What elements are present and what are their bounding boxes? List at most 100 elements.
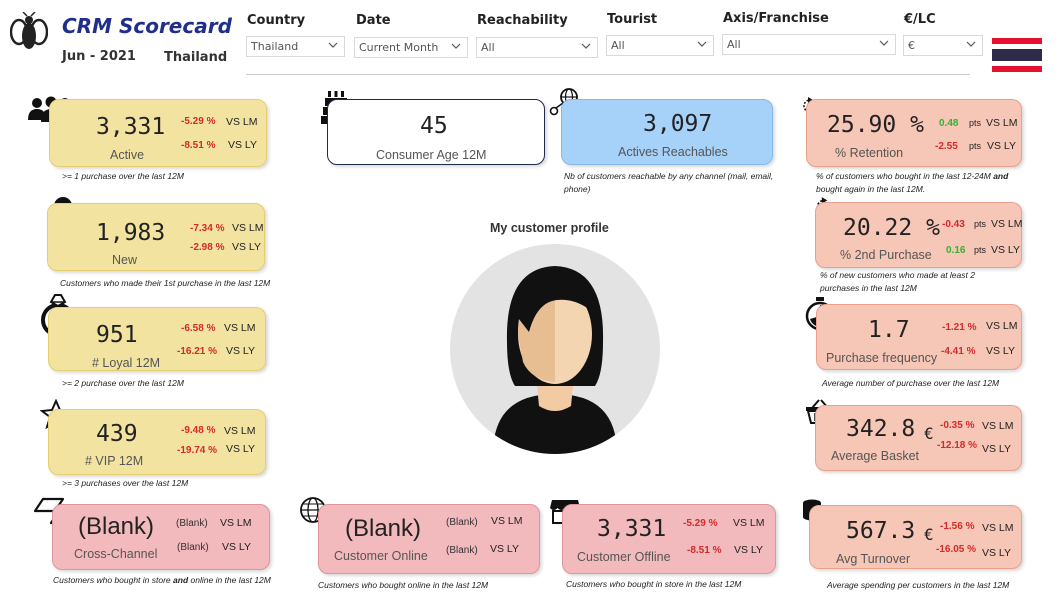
kpi-basket-card	[815, 405, 1022, 471]
kpi-new-value: 1,983	[96, 220, 166, 246]
vs-ly-label: VS LY	[982, 547, 1011, 559]
kpi-reachables-card	[561, 99, 773, 165]
kpi-turnover-lm: -1.56 %	[940, 521, 975, 532]
kpi-reachables-value: 3,097	[643, 111, 713, 137]
filter-tourist-value: All	[611, 39, 625, 52]
kpi-offline-label: Customer Offline	[577, 550, 671, 564]
vs-lm-label: VS LM	[733, 517, 765, 529]
vs-lm-label: VS LM	[986, 117, 1018, 129]
vs-ly-label: VS LY	[226, 443, 255, 455]
kpi-online-ly: (Blank)	[446, 545, 478, 556]
kpi-loyal-value: 951	[96, 322, 138, 348]
kpi-turnover-label: Avg Turnover	[836, 552, 911, 566]
kpi-second-purchase-value: 20.22 %	[843, 215, 940, 241]
kpi-vip-lm: -9.48 %	[181, 425, 216, 436]
app-title: CRM Scorecard	[62, 14, 232, 38]
kpi-active-note: >= 1 purchase over the last 12M	[62, 171, 184, 181]
kpi-new-note: Customers who made their 1st purchase in…	[60, 278, 271, 288]
profile-title: My customer profile	[490, 221, 609, 235]
kpi-basket-value: 342.8	[846, 416, 916, 442]
kpi-offline-ly: -8.51 %	[687, 545, 722, 556]
chevron-down-icon	[328, 42, 338, 48]
kpi-cross-channel-note-pre: Customers who bought in store	[53, 575, 171, 585]
vs-ly-label: VS LY	[228, 139, 257, 151]
pts-label: pts	[969, 141, 982, 151]
filter-date-select[interactable]: Current Month	[354, 37, 468, 58]
currency-symbol: €	[924, 424, 934, 443]
vs-ly-label: VS LY	[986, 345, 1015, 357]
kpi-offline-note: Customers who bought in store in the las…	[566, 579, 742, 589]
pts-label: pts	[969, 118, 982, 128]
kpi-retention-note: % of customers who bought in the last 12…	[816, 170, 1026, 196]
kpi-cross-channel-note-post: online in the last 12M	[190, 575, 271, 585]
kpi-offline-value: 3,331	[597, 516, 667, 542]
kpi-active-card	[49, 99, 267, 167]
kpi-basket-ly: -12.18 %	[937, 440, 978, 451]
pts-label: pts	[974, 245, 987, 255]
filter-country-select[interactable]: Thailand	[246, 36, 345, 57]
kpi-retention-note-pre: % of customers who bought in the last 12…	[816, 171, 991, 181]
vs-ly-label: VS LY	[991, 244, 1020, 256]
pts-label: pts	[974, 219, 987, 229]
kpi-loyal-ly: -16.21 %	[177, 346, 218, 357]
kpi-frequency-note: Average number of purchase over the last…	[822, 378, 1000, 388]
kpi-retention-card	[806, 99, 1022, 167]
kpi-loyal-note: >= 2 purchase over the last 12M	[62, 378, 184, 388]
kpi-loyal-lm: -6.58 %	[181, 323, 216, 334]
kpi-vip-note: >= 3 purchases over the last 12M	[62, 478, 189, 488]
kpi-new-card	[47, 203, 265, 271]
country-label: Thailand	[164, 50, 228, 65]
vs-lm-label: VS LM	[986, 320, 1018, 332]
kpi-basket-lm: -0.35 %	[940, 420, 975, 431]
filter-axis-label: Axis/Franchise	[723, 11, 829, 26]
kpi-cross-channel-ly: (Blank)	[177, 542, 209, 553]
kpi-loyal-card	[48, 307, 266, 371]
kpi-online-note: Customers who bought online in the last …	[318, 580, 489, 590]
kpi-vip-card	[48, 409, 266, 475]
filter-axis-select[interactable]: All	[722, 34, 896, 55]
kpi-retention-lm: 0.48	[939, 118, 959, 129]
kpi-cross-channel-note-bold: and	[173, 575, 189, 585]
kpi-cross-channel-note: Customers who bought in store and online…	[53, 574, 271, 587]
vs-ly-label: VS LY	[232, 241, 261, 253]
vs-ly-label: VS LY	[734, 544, 763, 556]
kpi-frequency-card	[816, 304, 1022, 370]
kpi-retention-label: % Retention	[835, 146, 904, 160]
kpi-new-lm: -7.34 %	[190, 223, 225, 234]
kpi-online-label: Customer Online	[334, 549, 428, 563]
kpi-age-value: 45	[420, 113, 448, 139]
vs-ly-label: VS LY	[987, 140, 1016, 152]
vs-lm-label: VS LM	[220, 517, 252, 529]
kpi-online-lm: (Blank)	[446, 517, 478, 528]
kpi-turnover-value: 567.3	[846, 518, 916, 544]
kpi-vip-value: 439	[96, 421, 138, 447]
chevron-down-icon	[581, 43, 591, 49]
bee-logo-icon	[10, 12, 48, 49]
chevron-down-icon	[451, 43, 461, 49]
currency-symbol: €	[924, 525, 934, 544]
vs-ly-label: VS LY	[222, 541, 251, 553]
filter-currency-select[interactable]: €	[903, 35, 983, 56]
kpi-online-card	[318, 504, 540, 574]
kpi-loyal-label: # Loyal 12M	[92, 356, 161, 370]
vs-lm-label: VS LM	[982, 522, 1014, 534]
vs-lm-label: VS LM	[224, 425, 256, 437]
filter-currency-label: €/LC	[904, 12, 936, 27]
kpi-second-purchase-card	[815, 202, 1022, 268]
kpi-turnover-note: Average spending per customers in the la…	[827, 580, 1010, 590]
kpi-cross-channel-card	[52, 504, 270, 570]
vs-lm-label: VS LM	[232, 222, 264, 234]
kpi-cross-channel-value: (Blank)	[78, 513, 155, 540]
kpi-vip-label: # VIP 12M	[85, 454, 144, 468]
filter-tourist-select[interactable]: All	[606, 35, 714, 56]
kpi-retention-note-post: bought again in the last 12M.	[816, 184, 926, 194]
chevron-down-icon	[879, 40, 889, 46]
period-label: Jun - 2021	[62, 49, 136, 64]
kpi-new-ly: -2.98 %	[190, 242, 225, 253]
filter-reachability-select[interactable]: All	[476, 37, 598, 58]
filter-tourist-label: Tourist	[607, 12, 658, 27]
filter-reachability-value: All	[481, 41, 495, 54]
kpi-second-purchase-lm: -0.43	[942, 219, 965, 230]
kpi-offline-card	[562, 504, 776, 574]
kpi-retention-note-bold: and	[993, 171, 1009, 181]
